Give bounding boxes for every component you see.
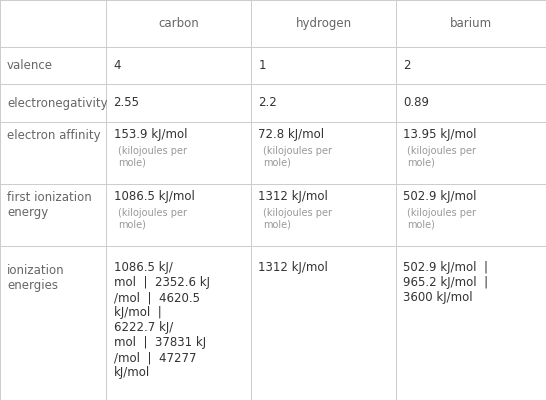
Text: 1312 kJ/mol: 1312 kJ/mol — [258, 261, 328, 274]
Text: 72.8 kJ/mol: 72.8 kJ/mol — [258, 128, 324, 141]
Text: (kilojoules per
mole): (kilojoules per mole) — [407, 146, 476, 168]
Text: ionization
energies: ionization energies — [7, 264, 65, 292]
Text: valence: valence — [7, 59, 53, 72]
Text: (kilojoules per
mole): (kilojoules per mole) — [118, 208, 187, 230]
Text: electron affinity: electron affinity — [7, 129, 100, 142]
Text: carbon: carbon — [158, 17, 199, 30]
Text: 1086.5 kJ/
mol  |  2352.6 kJ
/mol  |  4620.5
kJ/mol  |
6222.7 kJ/
mol  |  37831 : 1086.5 kJ/ mol | 2352.6 kJ /mol | 4620.5… — [114, 261, 210, 379]
Text: (kilojoules per
mole): (kilojoules per mole) — [263, 208, 331, 230]
Text: (kilojoules per
mole): (kilojoules per mole) — [263, 146, 331, 168]
Text: (kilojoules per
mole): (kilojoules per mole) — [407, 208, 476, 230]
Text: 153.9 kJ/mol: 153.9 kJ/mol — [114, 128, 187, 141]
Text: 0.89: 0.89 — [403, 96, 429, 110]
Text: 4: 4 — [114, 59, 121, 72]
Text: hydrogen: hydrogen — [295, 17, 352, 30]
Text: barium: barium — [450, 17, 492, 30]
Text: 1: 1 — [258, 59, 266, 72]
Text: 1312 kJ/mol: 1312 kJ/mol — [258, 190, 328, 203]
Text: 2: 2 — [403, 59, 411, 72]
Text: 502.9 kJ/mol: 502.9 kJ/mol — [403, 190, 477, 203]
Text: 2.2: 2.2 — [258, 96, 277, 110]
Text: 13.95 kJ/mol: 13.95 kJ/mol — [403, 128, 477, 141]
Text: 1086.5 kJ/mol: 1086.5 kJ/mol — [114, 190, 194, 203]
Text: first ionization
energy: first ionization energy — [7, 191, 92, 219]
Text: (kilojoules per
mole): (kilojoules per mole) — [118, 146, 187, 168]
Text: electronegativity: electronegativity — [7, 96, 108, 110]
Text: 502.9 kJ/mol  |
965.2 kJ/mol  |
3600 kJ/mol: 502.9 kJ/mol | 965.2 kJ/mol | 3600 kJ/mo… — [403, 261, 488, 304]
Text: 2.55: 2.55 — [114, 96, 140, 110]
